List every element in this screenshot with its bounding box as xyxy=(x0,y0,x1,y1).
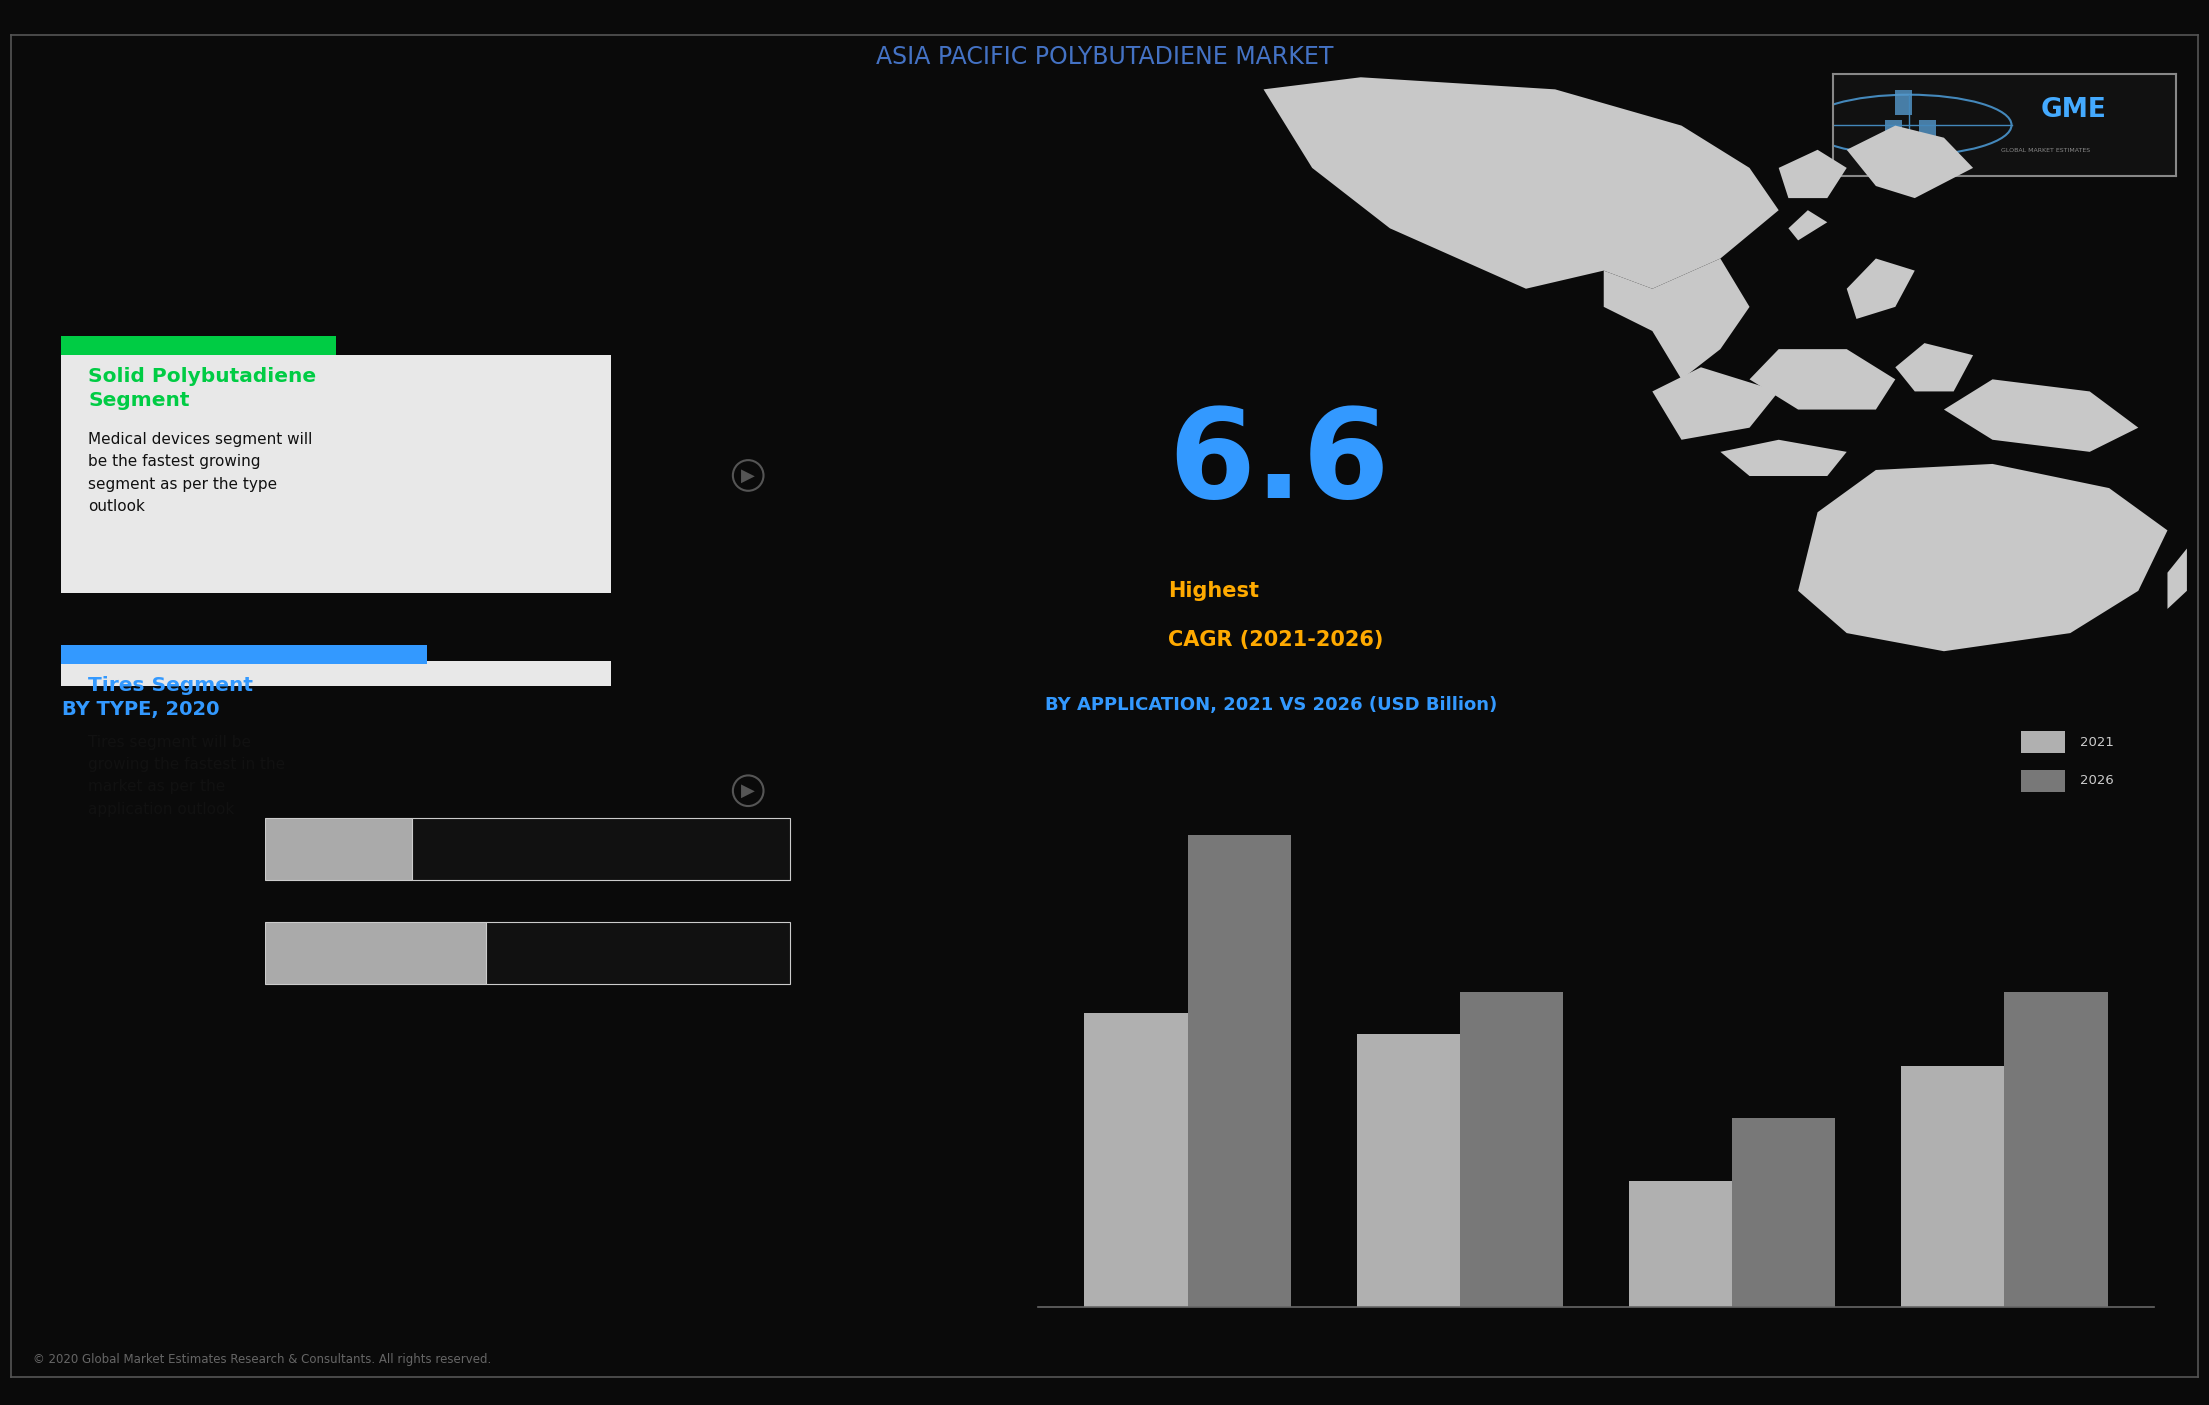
Text: GLOBAL MARKET ESTIMATES: GLOBAL MARKET ESTIMATES xyxy=(2001,148,2090,153)
Bar xyxy=(60,336,336,355)
Bar xyxy=(1895,90,1913,115)
Bar xyxy=(1188,836,1292,1307)
Text: BY APPLICATION, 2021 VS 2026 (USD Billion): BY APPLICATION, 2021 VS 2026 (USD Billio… xyxy=(1045,695,1498,714)
Polygon shape xyxy=(1798,464,2167,651)
Text: GME: GME xyxy=(2041,97,2105,122)
Text: Solid Polybutadiene
Segment: Solid Polybutadiene Segment xyxy=(88,367,316,410)
Polygon shape xyxy=(1778,150,1847,198)
Text: Highest: Highest xyxy=(1169,580,1259,600)
Bar xyxy=(2021,732,2065,753)
Polygon shape xyxy=(2167,548,2187,608)
Bar xyxy=(2021,770,2065,791)
Text: 2021: 2021 xyxy=(2081,736,2114,749)
Bar xyxy=(486,922,791,984)
Bar xyxy=(1628,1182,1732,1307)
Bar xyxy=(1460,992,1564,1307)
Text: BY TYPE, 2020: BY TYPE, 2020 xyxy=(62,700,219,719)
Bar xyxy=(1732,1118,1836,1307)
Text: ASIA PACIFIC POLYBUTADIENE MARKET: ASIA PACIFIC POLYBUTADIENE MARKET xyxy=(875,45,1334,69)
Bar xyxy=(60,660,610,920)
Bar xyxy=(265,922,486,984)
Polygon shape xyxy=(1789,211,1827,240)
Polygon shape xyxy=(1895,343,1973,392)
Text: ▶: ▶ xyxy=(742,781,755,799)
Bar xyxy=(265,818,413,880)
Text: CAGR (2021-2026): CAGR (2021-2026) xyxy=(1169,629,1383,651)
Text: 6.6: 6.6 xyxy=(1169,403,1389,524)
Bar xyxy=(2004,992,2107,1307)
Polygon shape xyxy=(1944,379,2138,452)
Polygon shape xyxy=(1652,367,1778,440)
Bar xyxy=(1920,119,1935,145)
Polygon shape xyxy=(1750,348,1895,409)
Bar xyxy=(1085,1013,1188,1307)
Text: ▶: ▶ xyxy=(742,466,755,485)
Bar xyxy=(60,355,610,593)
Bar xyxy=(1884,119,1902,145)
Bar xyxy=(413,818,791,880)
Polygon shape xyxy=(1604,259,1750,379)
Text: 2026: 2026 xyxy=(2081,774,2114,787)
Bar xyxy=(1356,1034,1460,1307)
Polygon shape xyxy=(1847,259,1915,319)
Text: Medical devices segment will
be the fastest growing
segment as per the type
outl: Medical devices segment will be the fast… xyxy=(88,433,311,514)
Bar xyxy=(60,645,426,665)
Text: Tires segment will be
growing the fastest in the
market as per the
application o: Tires segment will be growing the fastes… xyxy=(88,735,285,816)
Polygon shape xyxy=(1847,125,1973,198)
Text: Tires Segment: Tires Segment xyxy=(88,676,254,695)
Polygon shape xyxy=(1264,77,1778,288)
Polygon shape xyxy=(1721,440,1847,476)
Text: © 2020 Global Market Estimates Research & Consultants. All rights reserved.: © 2020 Global Market Estimates Research … xyxy=(33,1353,490,1366)
Bar xyxy=(1900,1066,2004,1307)
